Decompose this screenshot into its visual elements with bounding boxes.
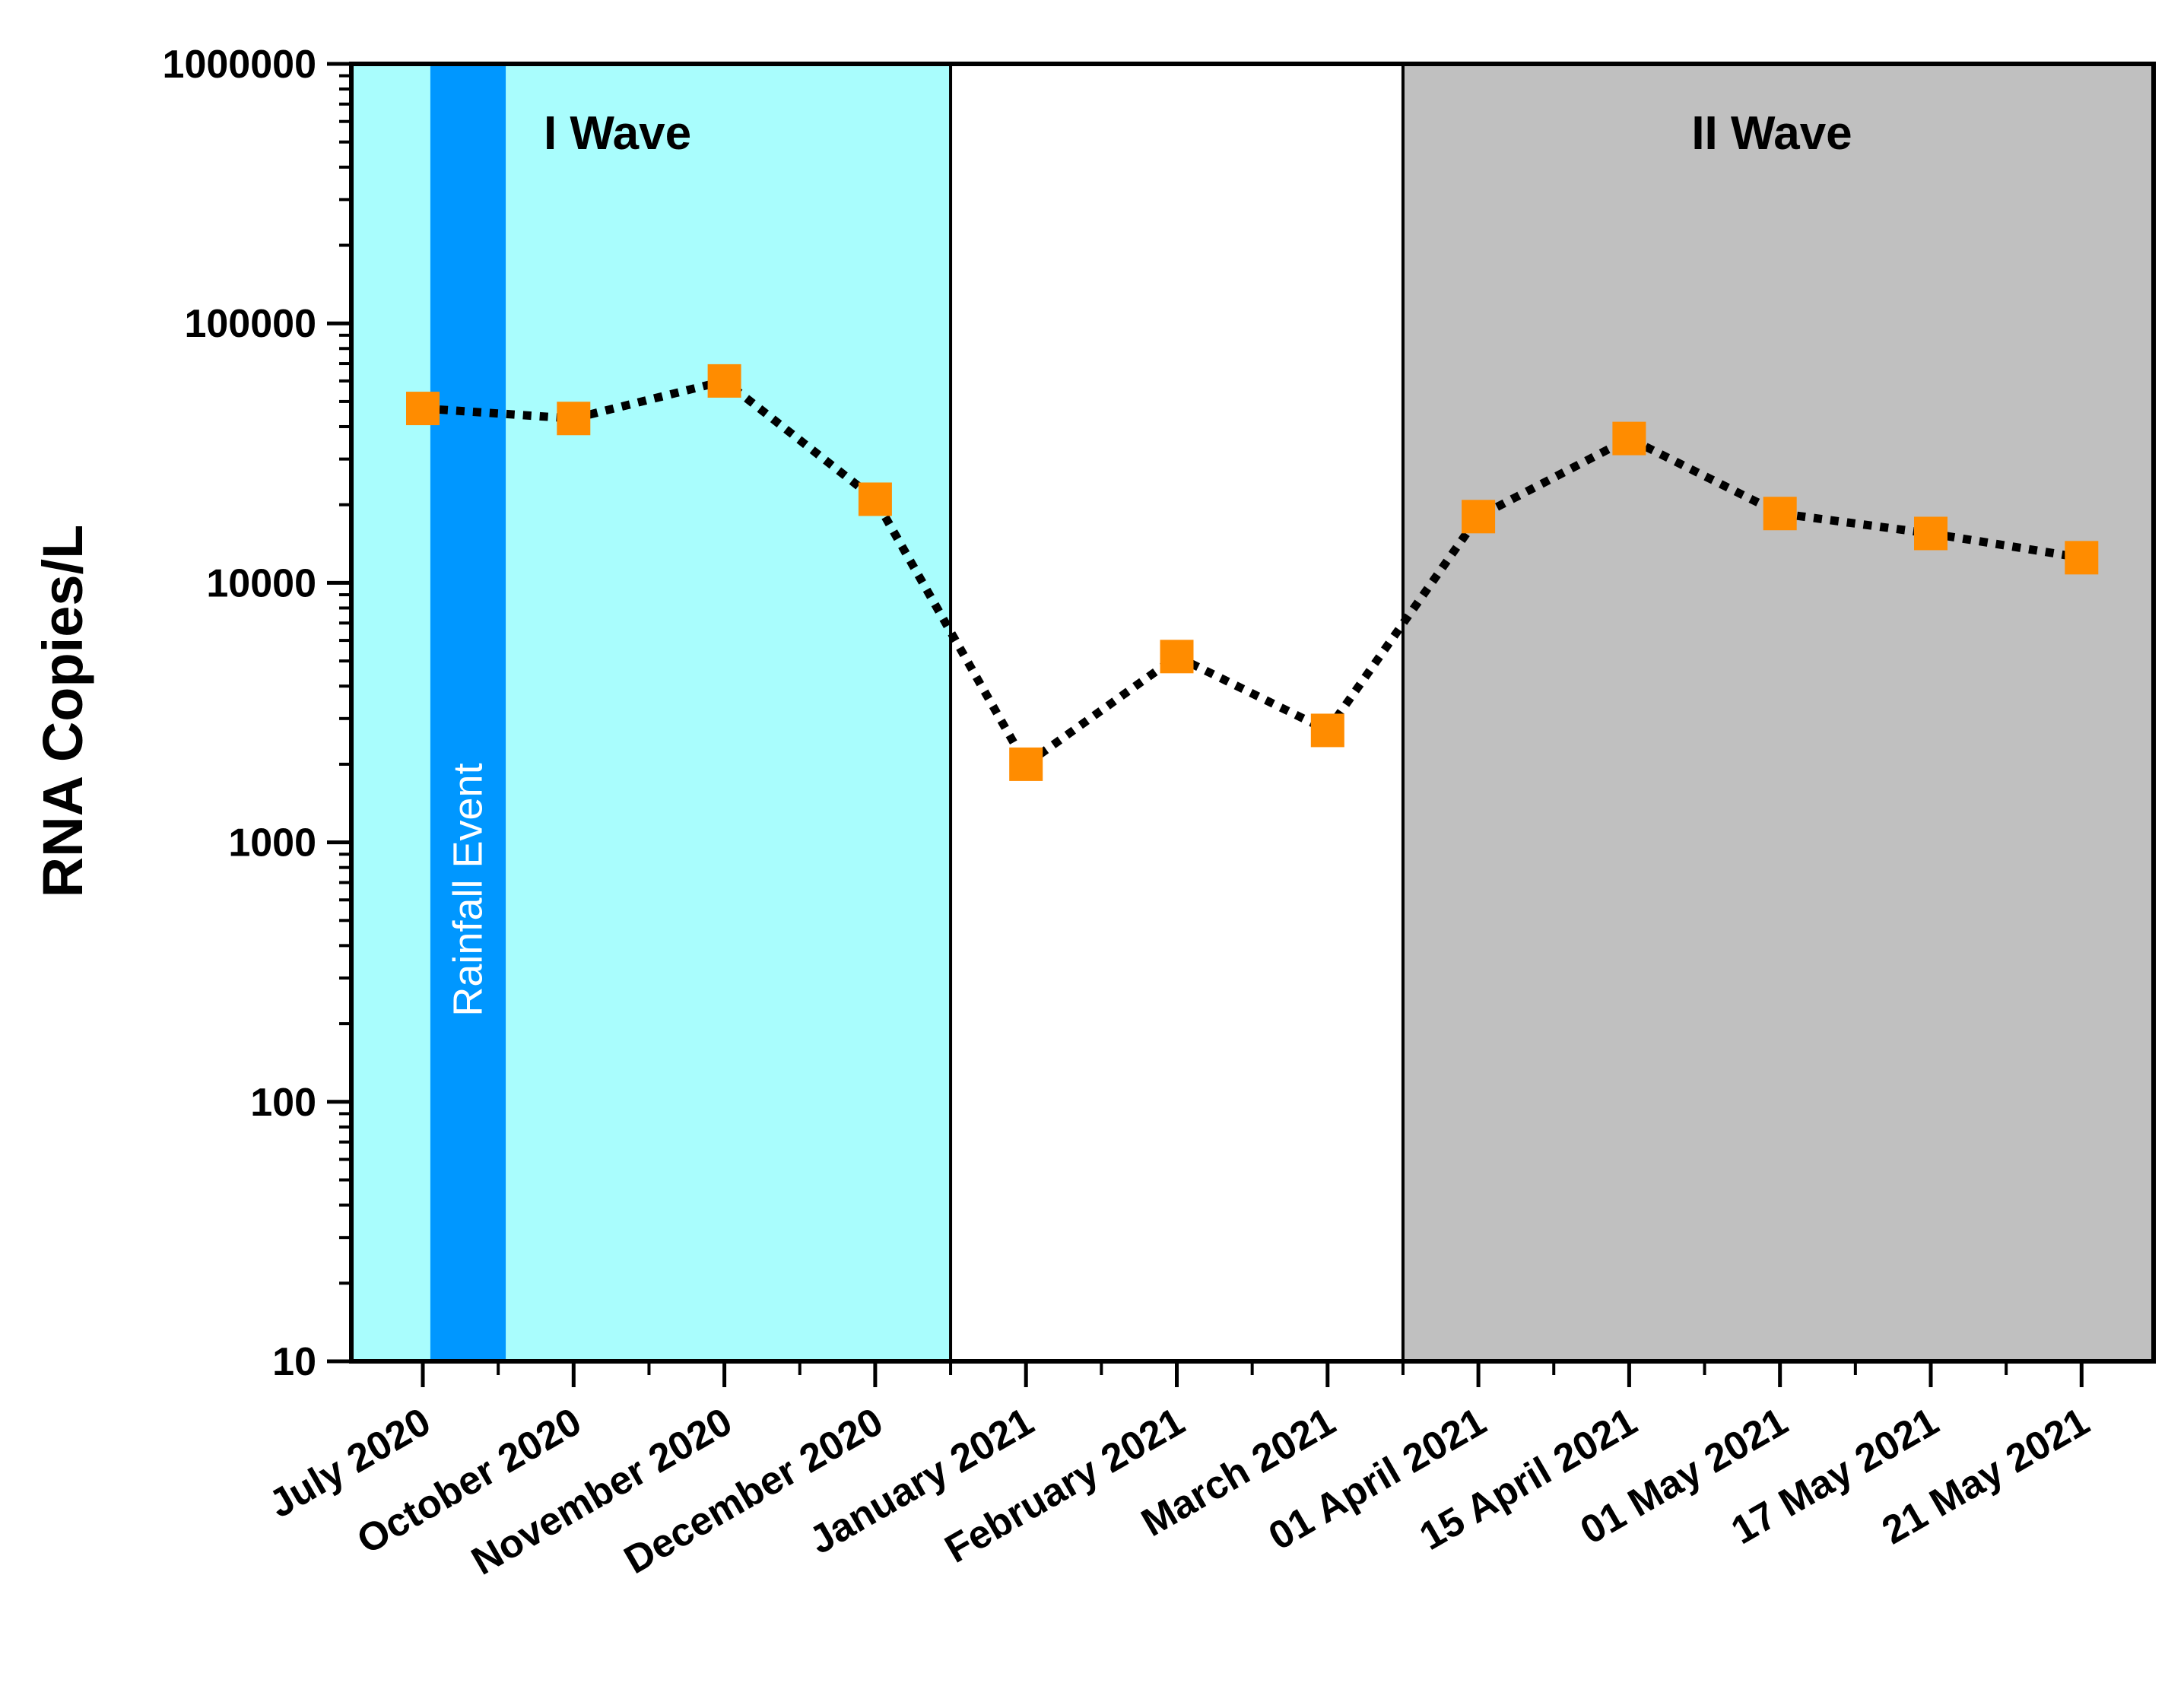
regions-layer bbox=[350, 62, 2155, 1363]
data-point bbox=[1914, 516, 1948, 551]
y-tick-label: 100000 bbox=[184, 302, 316, 346]
data-point bbox=[1160, 640, 1194, 674]
y-tick-label: 1000 bbox=[228, 821, 316, 865]
series-layer bbox=[406, 364, 2099, 781]
y-tick-label: 100 bbox=[250, 1081, 316, 1125]
data-point bbox=[406, 392, 440, 426]
data-point bbox=[1009, 747, 1043, 781]
shaded-region-2 bbox=[1401, 62, 2155, 1363]
data-point bbox=[1310, 713, 1344, 748]
series-line bbox=[422, 376, 2083, 770]
data-point bbox=[1462, 500, 1496, 534]
y-tick-label: 10000 bbox=[206, 561, 316, 605]
data-point bbox=[557, 402, 591, 436]
data-point bbox=[2065, 541, 2099, 575]
data-point bbox=[707, 364, 741, 398]
y-tick-label: 10 bbox=[272, 1340, 316, 1384]
data-point bbox=[858, 482, 892, 516]
data-point bbox=[1763, 497, 1797, 531]
event-band-1 bbox=[430, 64, 506, 1361]
y-tick-label: 1000000 bbox=[163, 43, 316, 87]
y-axis-title: RNA Copies/L bbox=[31, 525, 94, 898]
region-label-1: I Wave bbox=[544, 107, 691, 160]
axes-layer bbox=[327, 62, 2156, 1387]
event-band-label: Rainfall Event bbox=[445, 763, 490, 1016]
region-label-2: II Wave bbox=[1691, 107, 1852, 160]
data-point bbox=[1612, 421, 1646, 456]
